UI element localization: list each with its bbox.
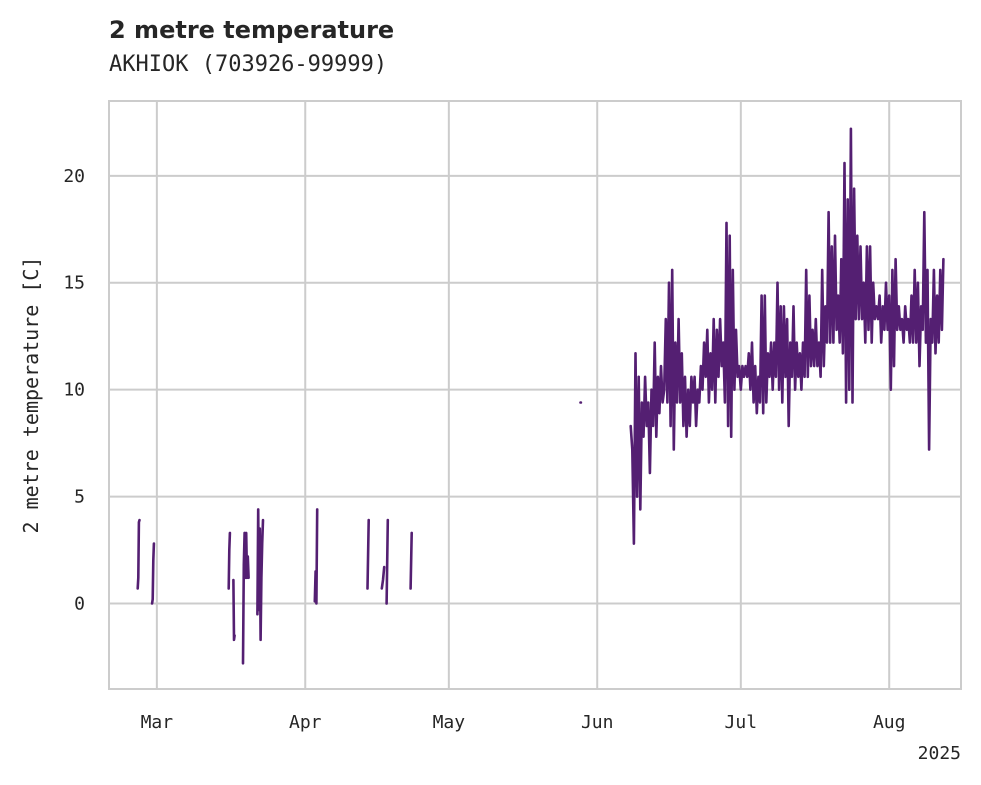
series-line-segment — [136, 518, 141, 590]
x-tick-label: May — [433, 712, 466, 733]
x-axis: Mar Apr May Jun Jul Aug — [141, 712, 906, 733]
y-tick-label: 20 — [63, 166, 85, 187]
x-tick-label: Apr — [289, 712, 322, 733]
series-line-segment — [366, 518, 370, 590]
grid-lines — [109, 101, 961, 689]
x-tick-label: Jul — [725, 712, 758, 733]
x-axis-year-label: 2025 — [918, 743, 961, 764]
chart-title: 2 metre temperature — [109, 16, 395, 44]
y-axis: 0 5 10 15 20 — [63, 166, 85, 615]
series-line-segment — [380, 565, 386, 590]
y-tick-label: 0 — [74, 593, 85, 614]
y-tick-label: 15 — [63, 273, 85, 294]
plot-frame — [108, 100, 962, 690]
x-tick-label: Aug — [873, 712, 906, 733]
series-line-segment — [256, 508, 265, 642]
y-tick-label: 5 — [74, 487, 85, 508]
series-line-segment — [227, 531, 232, 590]
series-line-segment — [232, 578, 236, 642]
series-layer — [136, 127, 945, 665]
series-line-segment — [629, 127, 945, 545]
series-line-segment — [313, 508, 319, 605]
series-line-segment — [241, 531, 250, 665]
y-tick-label: 10 — [63, 380, 85, 401]
x-tick-label: Mar — [141, 712, 174, 733]
x-tick-label: Jun — [581, 712, 614, 733]
series-line-segment — [409, 531, 413, 590]
y-axis-label: 2 metre temperature [C] — [19, 257, 43, 534]
series-line-segment — [385, 518, 390, 605]
series-line-segment — [150, 542, 156, 605]
chart-subtitle: AKHIOK (703926-99999) — [109, 52, 388, 77]
